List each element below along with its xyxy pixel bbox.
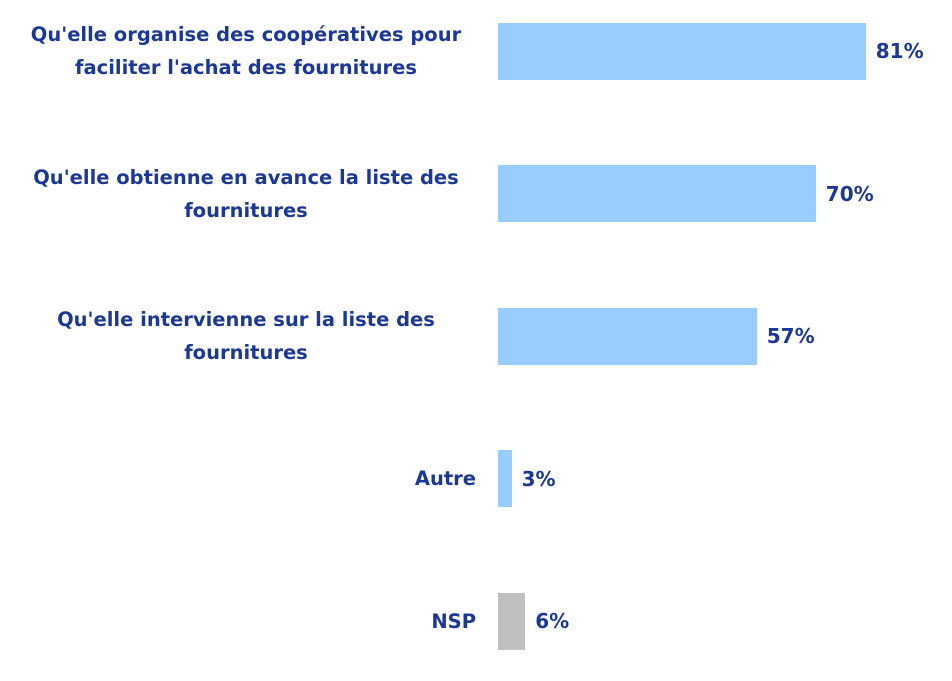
category-label-box: Qu'elle intervienne sur la liste des fou… [16, 276, 476, 396]
category-label-box: NSP [16, 561, 476, 681]
category-label-box: Autre [16, 419, 476, 539]
bar [498, 307, 757, 365]
page: Qu'elle organise des coopératives pour f… [16, 0, 924, 650]
value-label: 57% [766, 324, 815, 349]
category-label-box: Qu'elle obtienne en avance la liste des … [16, 134, 476, 254]
category-label: Qu'elle intervienne sur la liste des fou… [57, 308, 435, 365]
value-label: 81% [875, 39, 924, 63]
value-label: 6% [535, 609, 570, 634]
category-label: Autre [414, 467, 476, 491]
value-label: 70% [825, 181, 874, 206]
bar [498, 592, 526, 650]
category-label: Qu'elle obtienne en avance la liste des … [33, 165, 459, 222]
bar [498, 450, 512, 508]
category-label-box: Qu'elle organise des coopératives pour f… [16, 0, 476, 111]
category-label: NSP [431, 609, 476, 633]
bar [498, 165, 816, 223]
value-label: 3% [521, 466, 556, 491]
category-label: Qu'elle organise des coopératives pour f… [30, 23, 462, 79]
bar [498, 22, 866, 80]
